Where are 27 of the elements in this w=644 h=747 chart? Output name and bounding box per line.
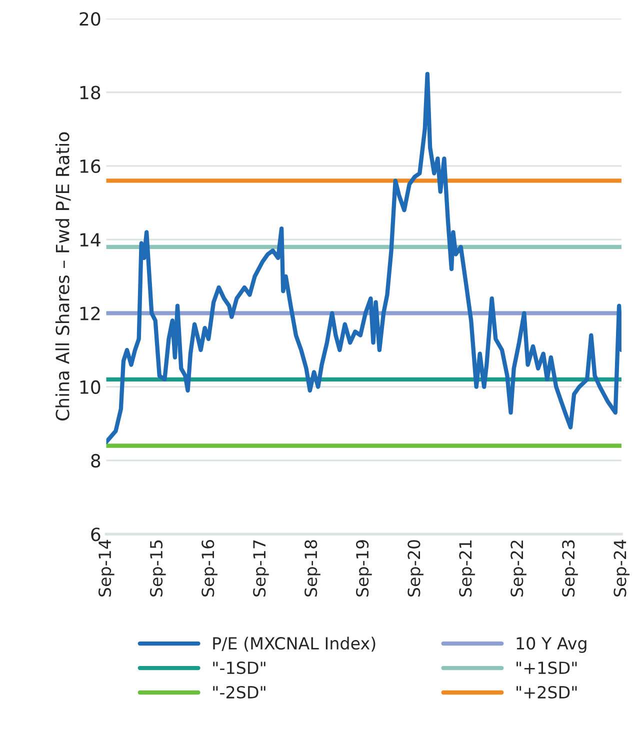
legend-label: 10 Y Avg (516, 637, 586, 653)
legend-label: "+1SD" (516, 661, 577, 674)
y-tick-label: 16 (80, 159, 100, 174)
x-tick-label: Sep-23 (562, 540, 578, 597)
x-tick-label: Sep-14 (98, 540, 114, 597)
legend-label: P/E (MXCNAL Index) (213, 636, 376, 652)
y-tick-label: 8 (91, 454, 100, 468)
y-tick-label: 14 (80, 233, 100, 246)
legend-label: "+2SD" (516, 686, 577, 699)
y-tick-label: 20 (80, 12, 100, 26)
x-tick-label: Sep-17 (253, 540, 269, 597)
x-tick-label: Sep-19 (356, 540, 372, 597)
x-tick-label: Sep-24 (614, 540, 630, 597)
y-tick-label: 10 (80, 380, 100, 394)
x-tick-label: Sep-22 (510, 540, 526, 597)
x-tick-label: Sep-18 (304, 540, 320, 597)
legend-label: "-1SD" (213, 661, 266, 674)
y-tick-label: 6 (91, 528, 100, 542)
legend-label: "-2SD" (213, 686, 266, 699)
x-tick-label: Sep-15 (150, 540, 166, 597)
y-axis-title: China All Shares – Fwd P/E Ratio (55, 132, 71, 421)
x-tick-label: Sep-21 (459, 540, 475, 597)
x-tick-label: Sep-20 (408, 540, 424, 597)
y-tick-label: 18 (80, 86, 100, 100)
x-tick-label: Sep-16 (202, 540, 218, 597)
y-tick-label: 12 (80, 306, 100, 320)
line-series (106, 72, 622, 444)
